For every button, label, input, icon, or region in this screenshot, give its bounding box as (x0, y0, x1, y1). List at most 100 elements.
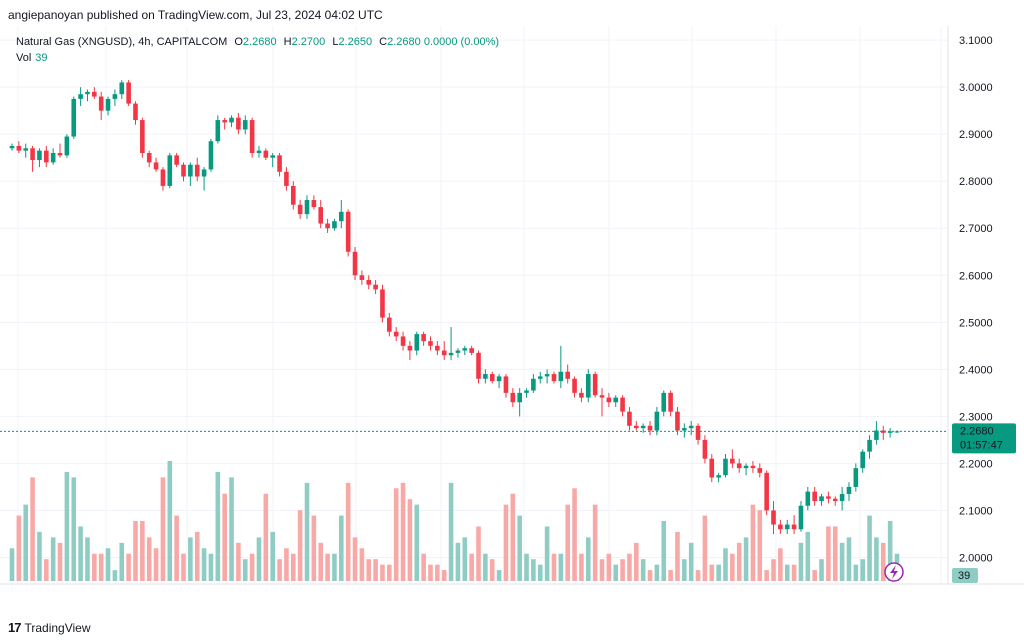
candle (105, 96, 111, 116)
volume-bar (496, 570, 502, 581)
candle-body (455, 350, 461, 353)
volume-badge-value: 39 (958, 570, 970, 582)
volume-bar (647, 570, 653, 581)
y-tick-label: 3.1000 (959, 35, 993, 47)
candle-body (736, 463, 742, 469)
candle (592, 371, 598, 398)
candle (249, 117, 255, 158)
candle (37, 148, 42, 168)
volume-bar (263, 493, 269, 581)
candle (634, 421, 639, 431)
volume-bar (277, 559, 282, 581)
volume-bar (544, 526, 550, 581)
candle (483, 369, 488, 384)
candle-body (37, 150, 42, 161)
candle-body (92, 91, 97, 97)
legend-high-value: 2.2700 (291, 36, 326, 48)
candle (30, 145, 35, 172)
candle-body (414, 334, 420, 351)
candle (126, 80, 131, 106)
legend-ohlc-row: Natural Gas (XNGUSD), 4h, CAPITALCOM O2.… (16, 34, 499, 50)
volume-bar (112, 570, 118, 581)
volume-bar (654, 564, 660, 581)
volume-bar (476, 526, 481, 581)
candle (277, 152, 282, 177)
volume-bar (9, 548, 15, 581)
candle-body (133, 103, 138, 121)
candle-body (160, 169, 166, 186)
candle (311, 195, 317, 210)
candle-body (634, 425, 639, 429)
candle-body (174, 155, 179, 165)
candle (880, 425, 886, 440)
candle (92, 87, 97, 99)
candle-body (208, 141, 214, 170)
volume-bar (723, 548, 728, 581)
candle-body (730, 458, 735, 464)
candle-body (441, 350, 447, 356)
legend-close-label: C (379, 36, 388, 48)
candle-body (510, 392, 516, 403)
candle-body (668, 392, 673, 412)
candle-body (757, 468, 763, 473)
candle (709, 454, 715, 483)
volume-bar (153, 548, 159, 581)
candle (50, 148, 56, 165)
candle-body (78, 94, 83, 99)
volume-bar (78, 526, 83, 581)
candle (181, 162, 186, 182)
candle (510, 388, 516, 407)
legend-volume-label[interactable]: Vol (16, 52, 32, 64)
candle (819, 493, 824, 506)
candle (579, 388, 584, 403)
candle (229, 115, 234, 128)
candle-body (98, 96, 104, 111)
candle-body (50, 152, 56, 163)
legend-open-value: 2.2680 (242, 36, 277, 48)
volume-bar (839, 542, 845, 581)
candle (661, 390, 667, 417)
candle-body (428, 341, 433, 346)
candle (640, 423, 646, 433)
chart-legend: Natural Gas (XNGUSD), 4h, CAPITALCOM O2.… (16, 34, 499, 66)
volume-bar (435, 564, 440, 581)
legend-open-label: O (234, 36, 243, 48)
volume-bar (455, 542, 461, 581)
volume-bar (50, 537, 56, 581)
volume-bar (92, 553, 97, 581)
candle-body (579, 392, 584, 398)
y-tick-label: 2.2000 (959, 458, 993, 470)
price-axis[interactable]: 3.1000 3.0000 2.9000 2.8000 2.7000 2.6000 2.50… (0, 26, 1024, 585)
candle-body (462, 348, 468, 351)
candle (565, 364, 570, 384)
lightning-icon[interactable] (884, 562, 904, 582)
candle (771, 501, 776, 534)
candle-body (531, 378, 536, 391)
candle (9, 143, 15, 151)
volume-bar (126, 553, 131, 581)
volume-bar (98, 553, 104, 581)
footer-brand[interactable]: 17 TradingView (8, 620, 91, 635)
candle-body (832, 498, 838, 502)
candle (284, 167, 289, 191)
volume-bar (524, 553, 529, 581)
candle-body (682, 428, 687, 431)
volume-bar (819, 559, 824, 581)
candle-body (853, 468, 859, 487)
price-chart[interactable]: 3.1000 3.0000 2.9000 2.8000 2.7000 2.6000 2.50… (0, 26, 1024, 590)
candle (208, 138, 214, 172)
candle-body (654, 411, 660, 431)
candle-body (140, 120, 145, 153)
publisher-line: angiepanoyan published on TradingView.co… (8, 8, 383, 22)
legend-symbol[interactable]: Natural Gas (XNGUSD), 4h, CAPITALCOM (16, 36, 228, 48)
candle-body (270, 155, 275, 158)
candle (551, 371, 557, 384)
volume-bar (297, 510, 303, 581)
volume-bar (887, 521, 893, 581)
candle (242, 115, 248, 135)
volume-bar (222, 493, 227, 581)
candle (826, 491, 831, 504)
volume-bar (784, 564, 790, 581)
candle (71, 96, 77, 139)
volume-bar (558, 553, 564, 581)
